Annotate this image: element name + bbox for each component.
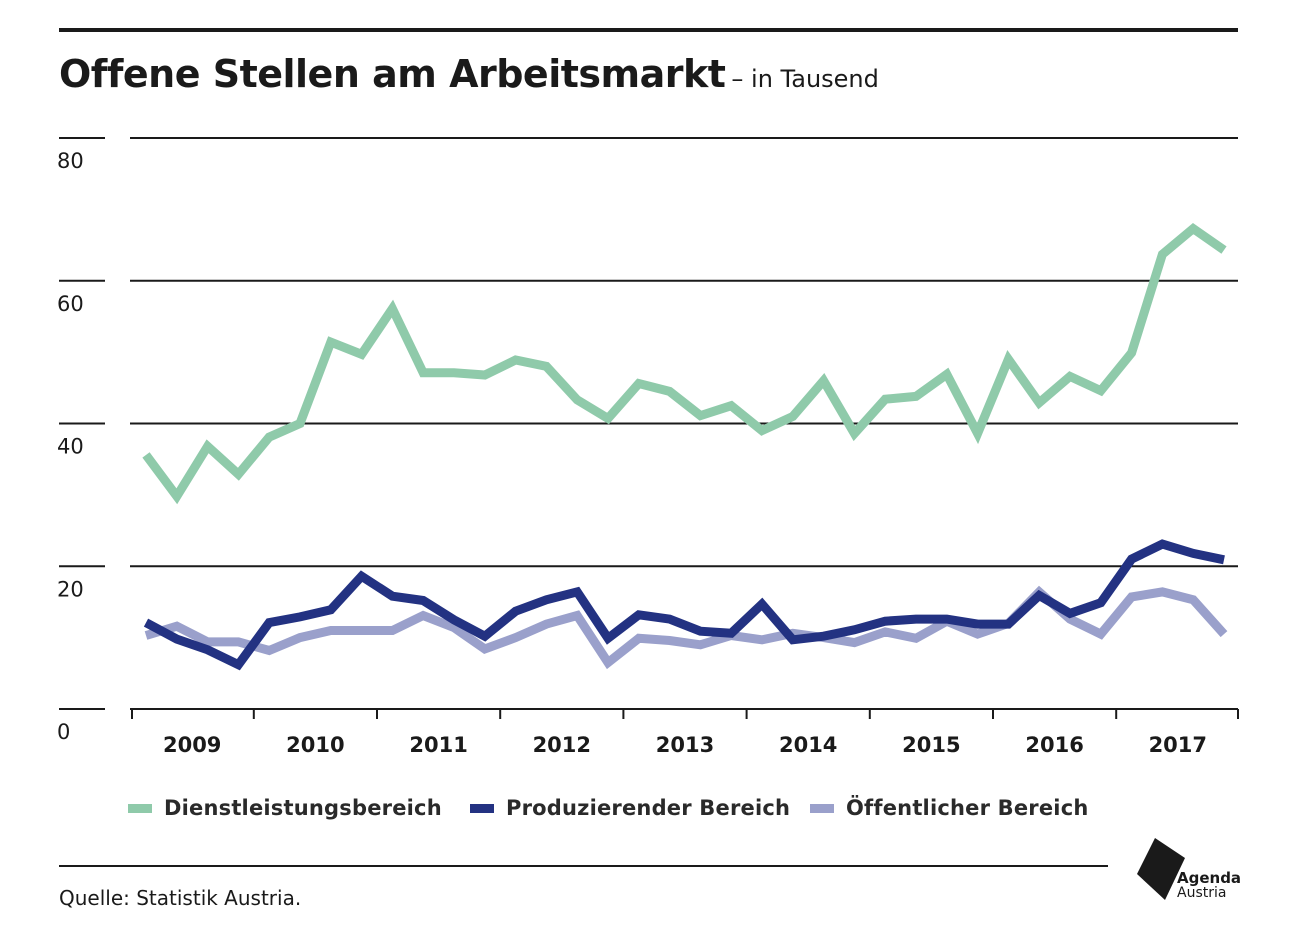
legend-swatch-oeffentlich	[810, 803, 834, 813]
logo-text-austria: Austria	[1177, 885, 1227, 901]
source-note: Quelle: Statistik Austria.	[59, 886, 302, 910]
x-tick-label-2015: 2015	[902, 733, 960, 757]
x-axis: 2009 2010 2011 2012 2013 2014 2015 2016 2017	[130, 708, 1239, 757]
x-tick-label-2009: 2009	[163, 733, 221, 757]
x-tick-label-2012: 2012	[533, 733, 591, 757]
legend-label-dienstleistung: Dienstleistungsbereich	[164, 796, 442, 820]
x-tick-label-2014: 2014	[779, 733, 837, 757]
legend-label-produzierend: Produzierender Bereich	[506, 796, 791, 820]
agenda-austria-logo-icon	[1137, 838, 1185, 900]
series-lines	[142, 222, 1228, 671]
legend-swatch-produzierend	[470, 803, 494, 813]
y-axis-ticks: 0 20 40 60 80	[57, 137, 105, 744]
title-block: Offene Stellen am Arbeitsmarkt – in Tause…	[59, 52, 879, 96]
x-tick-label-2010: 2010	[286, 733, 344, 757]
chart-title: Offene Stellen am Arbeitsmarkt	[59, 52, 726, 96]
chart-subtitle: – in Tausend	[731, 65, 879, 93]
logo-text-agenda: Agenda	[1177, 869, 1242, 887]
x-tick-label-2017: 2017	[1149, 733, 1207, 757]
x-tick-label-2013: 2013	[656, 733, 714, 757]
legend-item-oeffentlich: Öffentlicher Bereich	[810, 796, 1089, 820]
legend-swatch-dienstleistung	[128, 803, 152, 813]
x-tick-label-2011: 2011	[409, 733, 467, 757]
x-tick-label-2016: 2016	[1025, 733, 1083, 757]
y-tick-label-40: 40	[57, 435, 84, 459]
legend-item-produzierend: Produzierender Bereich	[470, 796, 790, 820]
y-tick-label-60: 60	[57, 292, 84, 316]
gridlines	[130, 137, 1238, 568]
y-tick-label-20: 20	[57, 577, 84, 601]
bottom-rule	[59, 865, 1108, 867]
series-line-produzierender-bereich	[143, 539, 1225, 671]
y-tick-label-80: 80	[57, 149, 84, 173]
legend-item-dienstleistung: Dienstleistungsbereich	[128, 796, 442, 820]
series-line-dienstleistungsbereich	[142, 222, 1227, 505]
top-rule	[59, 28, 1238, 32]
legend-label-oeffentlich: Öffentlicher Bereich	[846, 796, 1089, 820]
y-tick-label-0: 0	[57, 720, 70, 744]
